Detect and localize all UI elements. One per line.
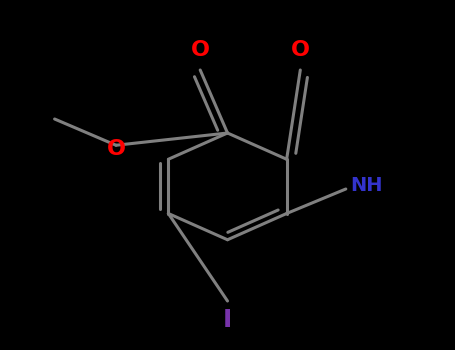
Text: NH: NH — [350, 176, 383, 195]
Text: O: O — [291, 40, 310, 60]
Text: I: I — [223, 308, 232, 332]
Text: O: O — [106, 139, 126, 159]
Text: O: O — [191, 40, 210, 60]
